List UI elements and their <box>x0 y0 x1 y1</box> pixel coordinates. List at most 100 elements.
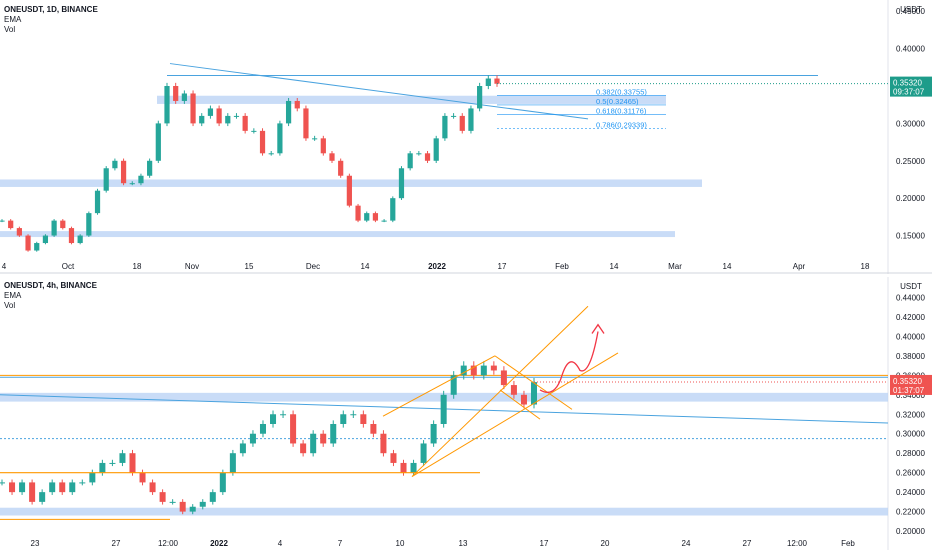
bottom-candle-body <box>290 414 297 444</box>
flag-lower-line <box>499 389 541 420</box>
bottom-candle-body <box>280 414 287 416</box>
bottom-candle-body <box>400 462 407 473</box>
top-x-tick-label: 15 <box>245 262 254 271</box>
top-candle-body <box>138 175 144 184</box>
bottom-y-tick-label: 0.20000 <box>896 527 925 536</box>
bottom-candle-body <box>390 453 397 463</box>
projection-arrow <box>539 331 599 393</box>
bottom-x-tick-label: Feb <box>841 539 855 548</box>
bottom-y-tick-label: 0.38000 <box>896 352 925 361</box>
top-y-tick-label: 0.40000 <box>896 45 925 54</box>
bottom-candle-body <box>149 482 156 493</box>
top-y-tick-label: 0.25000 <box>896 157 925 166</box>
top-x-tick-label: 17 <box>498 262 507 271</box>
top-candle-body <box>77 235 83 244</box>
top-candle-body <box>485 78 491 86</box>
bottom-vol-label[interactable]: Vol <box>4 301 16 310</box>
channel-mid-line <box>382 355 496 417</box>
bottom-x-tick-label: 24 <box>682 539 691 548</box>
bottom-y-tick-label: 0.32000 <box>896 410 925 419</box>
top-candle-body <box>8 220 14 229</box>
top-x-tick-label: 14 <box>723 262 732 271</box>
bottom-x-tick-label: 12:00 <box>158 539 179 548</box>
bottom-price-label-box <box>890 374 932 395</box>
top-x-tick-label: Oct <box>62 262 75 271</box>
top-ema-label[interactable]: EMA <box>4 15 22 24</box>
top-candle-body <box>120 160 127 184</box>
top-candle-body <box>173 86 179 101</box>
top-candle-body <box>459 115 465 131</box>
bottom-x-tick-label: 27 <box>112 539 121 548</box>
bottom-candle-body <box>169 501 176 503</box>
bottom-y-tick-label: 0.28000 <box>896 449 925 458</box>
bottom-y-tick-label: 0.22000 <box>896 508 925 517</box>
top-candle-body <box>268 153 274 155</box>
projection-arrowhead <box>591 323 605 334</box>
top-candle-body <box>398 168 405 199</box>
top-countdown-label: 09:37:07 <box>893 88 925 97</box>
bottom-candle-body <box>500 370 507 386</box>
bottom-y-tick-label: 0.42000 <box>896 313 925 322</box>
top-candle-body <box>147 160 153 176</box>
top-vol-label[interactable]: Vol <box>4 25 16 34</box>
fib-level-label: 0.5(0.32465) <box>596 97 639 106</box>
top-candle-body <box>112 160 118 169</box>
top-candle-body <box>381 220 387 222</box>
channel-upper-line <box>411 305 589 477</box>
top-candle-body <box>303 108 309 139</box>
bottom-price-label: 0.35320 <box>893 377 922 386</box>
bottom-candle-body <box>450 375 457 395</box>
bottom-candle-body <box>330 423 337 444</box>
top-price-label: 0.35320 <box>893 79 922 88</box>
top-x-tick-label: 14 <box>361 262 370 271</box>
top-candle-body <box>450 115 457 117</box>
top-candle-body <box>390 198 396 221</box>
bottom-candle-body <box>29 482 36 502</box>
bottom-y-tick-label: 0.26000 <box>896 469 925 478</box>
top-candle-body <box>207 108 214 116</box>
bottom-symbol-label[interactable]: ONEUSDT, 4h, BINANCE <box>4 281 97 290</box>
top-candle-body <box>190 93 196 124</box>
bottom-candle-body <box>179 501 186 512</box>
bottom-ema-label[interactable]: EMA <box>4 291 22 300</box>
top-candle-body <box>155 123 161 161</box>
top-x-tick-label: 18 <box>133 262 142 271</box>
bottom-candle-body <box>370 423 377 434</box>
top-candle-body <box>312 138 318 140</box>
bottom-candle-body <box>350 414 357 416</box>
top-candle-body <box>34 243 40 251</box>
top-candle-body <box>416 153 422 155</box>
bottom-countdown-label: 01:37:07 <box>893 386 925 395</box>
bottom-candle-body <box>380 433 387 454</box>
bottom-candle-body <box>209 492 216 502</box>
bottom-candle-body <box>99 462 106 473</box>
top-candle-body <box>285 100 292 124</box>
bottom-candle-body <box>420 443 427 463</box>
bottom-x-tick-label: 23 <box>31 539 40 548</box>
bottom-candle-body <box>530 382 538 405</box>
bottom-candle-body <box>460 365 467 376</box>
top-x-tick-label: 18 <box>861 262 870 271</box>
top-candle-body <box>68 228 75 244</box>
top-y-tick-label: 0.15000 <box>896 232 925 241</box>
bottom-y-tick-label: 0.30000 <box>896 430 925 439</box>
bottom-candle-body <box>490 365 497 371</box>
top-candle-body <box>277 123 283 154</box>
top-candle-body <box>494 78 500 84</box>
bottom-candle-body <box>199 501 206 507</box>
bottom-candle-body <box>510 385 517 395</box>
bottom-candle-body <box>49 482 56 493</box>
top-symbol-label[interactable]: ONEUSDT, 1D, BINANCE <box>4 5 98 14</box>
bottom-candle-body <box>189 506 196 512</box>
top-y-tick-label: 0.30000 <box>896 119 925 128</box>
bottom-candle-body <box>310 433 317 454</box>
top-candle-body <box>86 213 92 236</box>
top-x-tick-label: 4 <box>2 262 7 271</box>
top-candle-body <box>346 175 352 206</box>
bottom-candle-body <box>139 472 146 483</box>
bottom-y-tick-label: 0.24000 <box>896 488 925 497</box>
fib-level-label: 0.382(0.33755) <box>596 87 647 96</box>
bottom-candle-body <box>19 482 26 493</box>
bottom-currency-label: USDT <box>900 282 922 291</box>
